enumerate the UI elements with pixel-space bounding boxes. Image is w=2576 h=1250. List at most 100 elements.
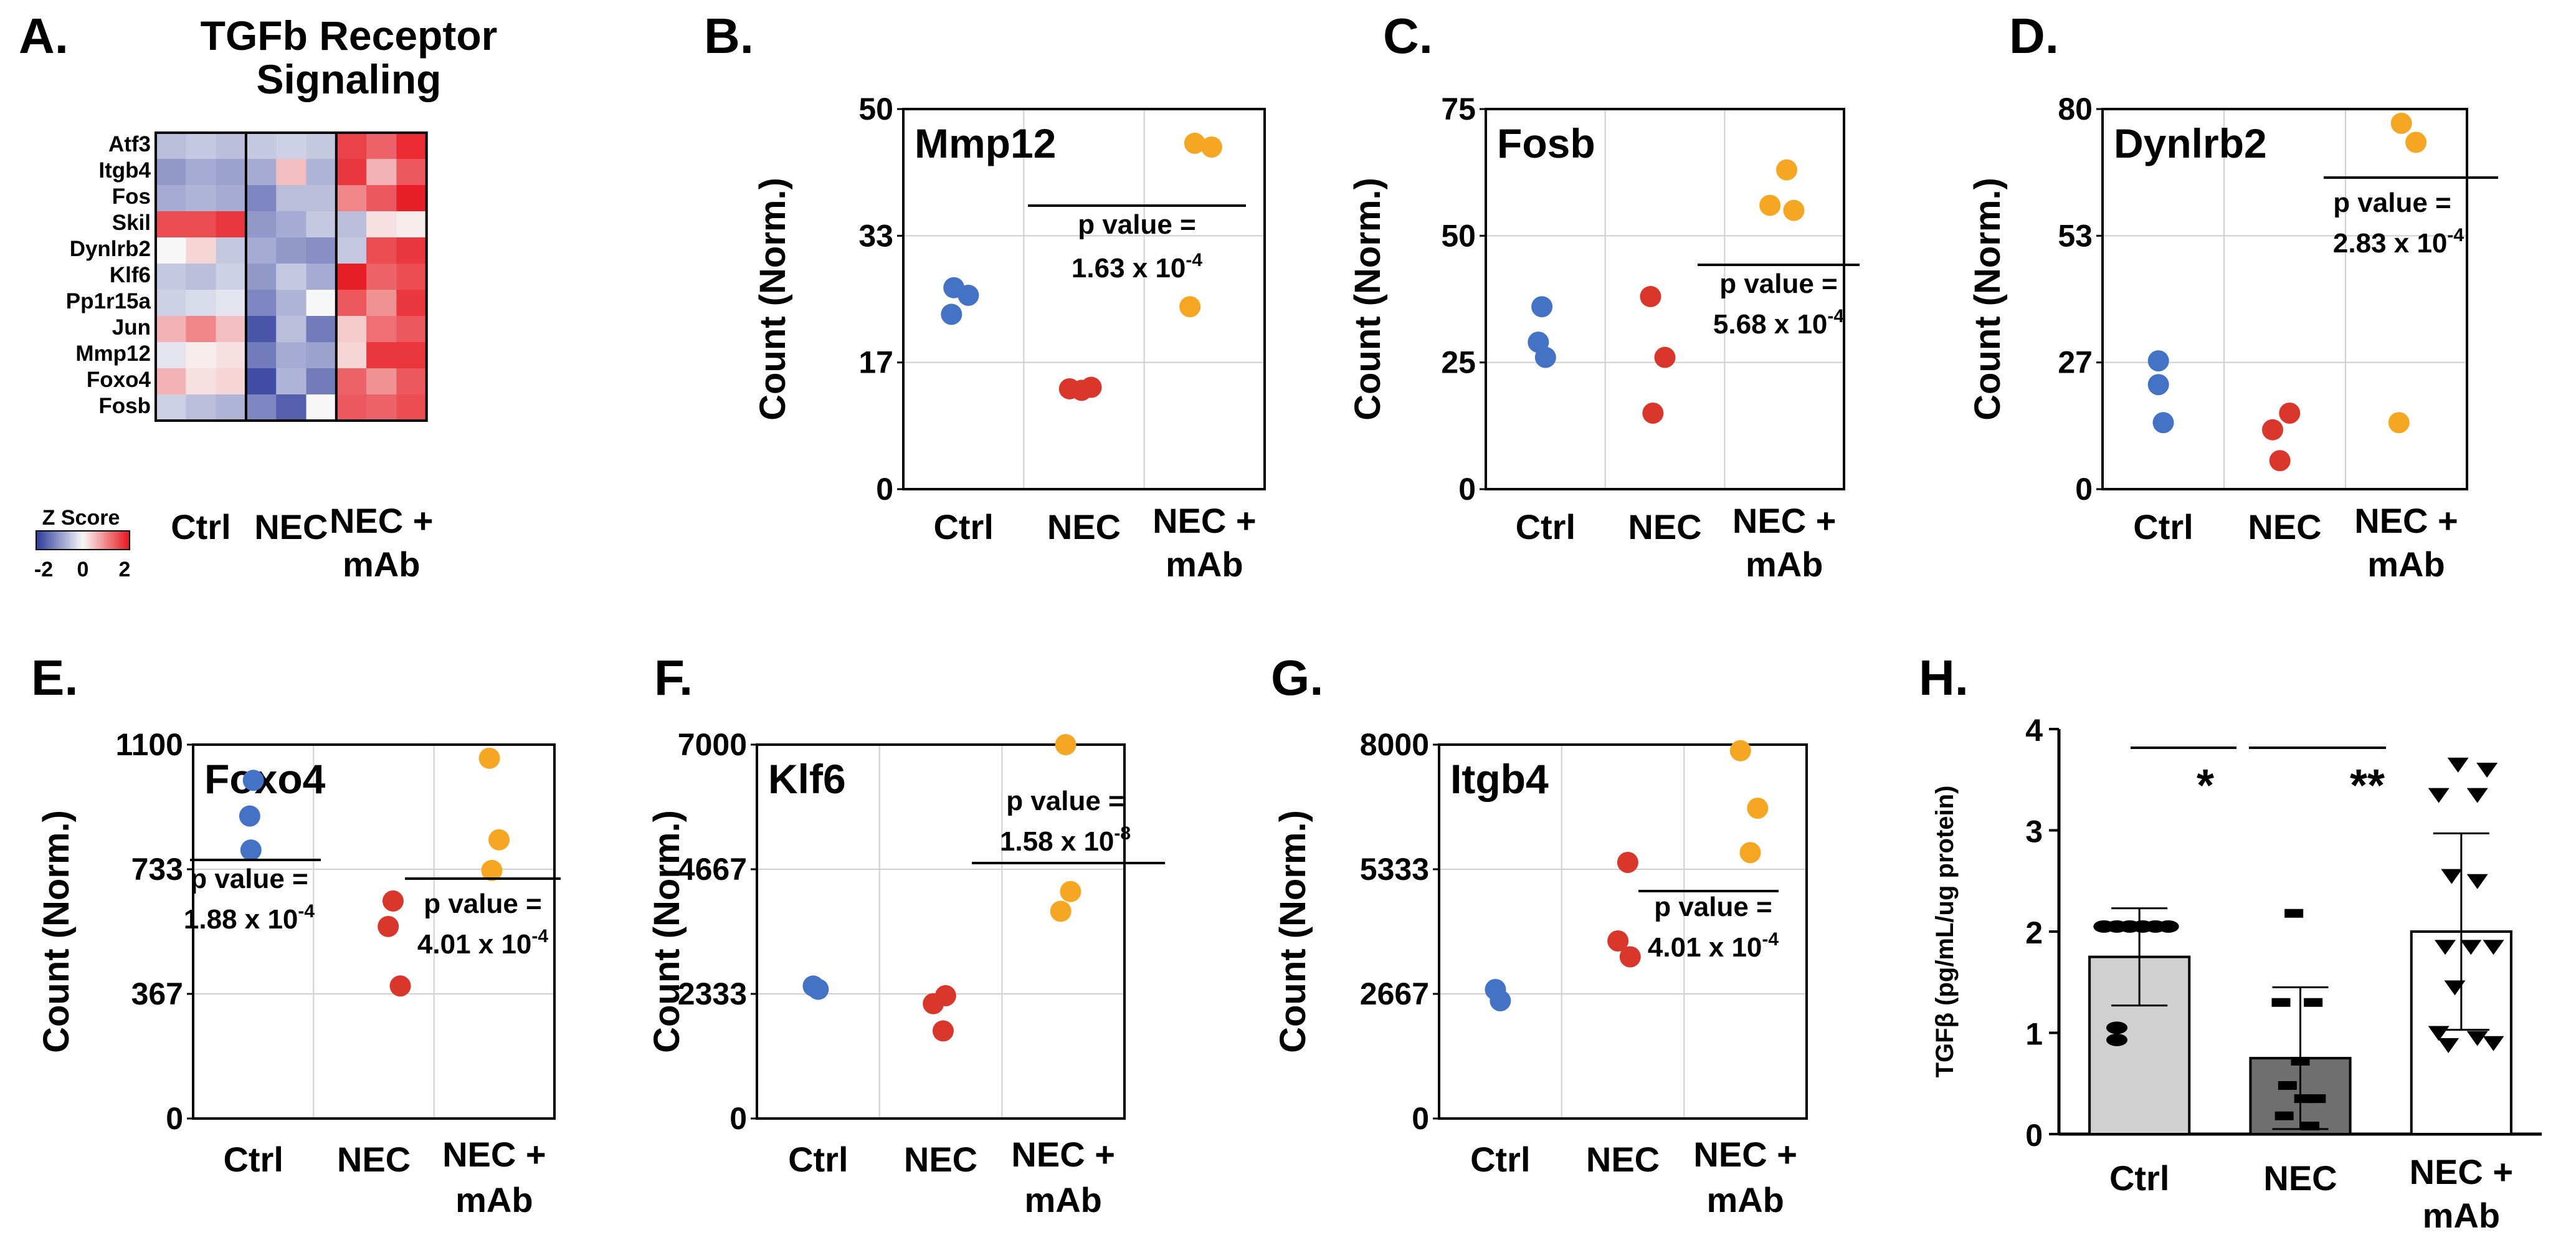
x-category-label: Ctrl	[2133, 507, 2193, 546]
heatmap-cell	[336, 133, 367, 160]
heatmap-cell	[186, 159, 217, 186]
data-point-ctrl	[1534, 346, 1556, 368]
pvalue-label: p value =	[190, 864, 308, 894]
heatmap-cell	[186, 237, 217, 264]
panel-title: Mmp12	[915, 120, 1056, 166]
y-axis-label-prefix: TGF	[1931, 1028, 1959, 1077]
x-category-label-line2: mAb	[2423, 1196, 2500, 1235]
heatmap-cell	[366, 133, 397, 160]
heatmap-cell	[366, 159, 397, 186]
panel-label: H.	[1919, 650, 1969, 705]
legend-title: Z Score	[42, 506, 120, 530]
data-point	[2447, 757, 2469, 773]
heatmap-cell	[276, 133, 307, 160]
panel-title: Foxo4	[204, 756, 326, 802]
plot-frame	[1438, 743, 1808, 1120]
data-point-necmab	[1776, 159, 1797, 181]
data-point	[2435, 940, 2456, 955]
x-category-label-line2: mAb	[1024, 1180, 1101, 1219]
x-category-label: NEC +	[442, 1135, 546, 1174]
heatmap-cell	[245, 159, 277, 186]
pvalue-label: p value =	[1078, 209, 1196, 240]
data-point-necmab	[2388, 412, 2410, 434]
data-point	[2284, 909, 2304, 918]
y-axis-label: TGFβ (pg/mL/ug protein)	[1931, 786, 1959, 1078]
heatmap-cell	[216, 290, 247, 317]
y-tick-label: 4	[2025, 713, 2043, 748]
data-point	[2428, 1026, 2450, 1041]
heatmap-cell	[156, 185, 186, 212]
data-point	[2476, 763, 2498, 778]
heatmap-cell	[216, 394, 247, 421]
data-point-necmab	[1060, 880, 1081, 902]
data-point-ctrl	[2147, 374, 2169, 396]
heatmap-cell	[156, 211, 186, 238]
data-point	[2483, 940, 2504, 955]
heatmap-cell	[186, 264, 217, 290]
pvalue-number: 4.01 x 10-4	[1648, 929, 1779, 963]
pvalue-mantissa: 1.88 x 10	[184, 904, 298, 935]
heatmap-cell	[306, 342, 337, 369]
pvalue-mantissa: 1.58 x 10	[1000, 826, 1115, 857]
pvalue-number: 2.83 x 10-4	[2333, 225, 2464, 259]
panel-label: C.	[1383, 8, 1433, 64]
heatmap-cell	[366, 264, 397, 290]
x-category-label: Ctrl	[788, 1140, 848, 1179]
y-tick-label: 0	[1412, 1101, 1429, 1136]
y-tick-label: 2333	[678, 976, 747, 1011]
x-category-label: NEC +	[1732, 501, 1837, 540]
data-point	[2466, 788, 2488, 803]
data-point	[2106, 1033, 2127, 1046]
data-point	[2466, 1031, 2488, 1046]
heatmap-cell	[245, 316, 277, 343]
panel-b: B. 50 33 17 0 Mmp12 Ctrl NEC NEC + mAb Count (Norm…	[704, 8, 1266, 584]
heatmap-cell	[276, 394, 307, 421]
heatmap-cell	[245, 237, 277, 264]
data-point-nec	[1619, 946, 1641, 968]
panel-label-a: A.	[19, 8, 69, 64]
heatmap-cell	[396, 290, 427, 317]
y-axis-label-suffix: (pg/mL/ug protein)	[1931, 786, 1959, 1013]
heatmap-cell	[366, 290, 397, 317]
heatmap-cell	[306, 185, 337, 212]
heatmap-cell	[336, 237, 367, 264]
data-point-necmab	[478, 747, 500, 769]
significance-marker: **	[2350, 761, 2385, 811]
heatmap-cell	[245, 211, 277, 238]
gene-label: Klf6	[110, 263, 151, 287]
x-category-label: NEC	[337, 1140, 411, 1179]
gene-label: Pp1r15a	[66, 289, 151, 313]
panel-label: B.	[704, 8, 754, 64]
heatmap-cell	[306, 133, 337, 160]
heatmap-cell	[186, 185, 217, 212]
heatmap-cell	[216, 264, 247, 290]
y-tick-label: 0	[166, 1101, 183, 1136]
y-tick-label: 75	[1441, 92, 1476, 126]
x-category-label: Ctrl	[1516, 507, 1576, 546]
heatmap-cell	[336, 185, 367, 212]
heatmap-cell	[336, 368, 367, 395]
heatmap-cell	[216, 368, 247, 395]
data-point-ctrl	[1490, 990, 1511, 1011]
heatmap-cell	[336, 211, 367, 238]
heatmap-cell	[156, 316, 186, 343]
heatmap-cell	[336, 159, 367, 186]
heatmap-cell	[396, 237, 427, 264]
y-tick-label: 17	[858, 345, 893, 380]
gene-label: Fos	[112, 184, 151, 209]
x-category-label: NEC	[1047, 507, 1121, 546]
y-tick-label: 3	[2025, 814, 2043, 849]
y-axis-label: Count (Norm.)	[753, 178, 793, 421]
data-point-necmab	[1200, 136, 1222, 158]
legend-colorbar	[36, 530, 130, 550]
y-axis-label: Count (Norm.)	[1347, 178, 1388, 421]
heatmap-cell	[245, 290, 277, 317]
x-category-label: Ctrl	[933, 507, 993, 546]
heatmap-cell	[245, 185, 277, 212]
data-point-ctrl	[1531, 296, 1553, 318]
heatmap-cell	[186, 211, 217, 238]
gene-label: Fosb	[98, 394, 151, 418]
x-category-label: NEC	[2248, 507, 2321, 546]
pvalue-exponent: -4	[2447, 225, 2464, 246]
